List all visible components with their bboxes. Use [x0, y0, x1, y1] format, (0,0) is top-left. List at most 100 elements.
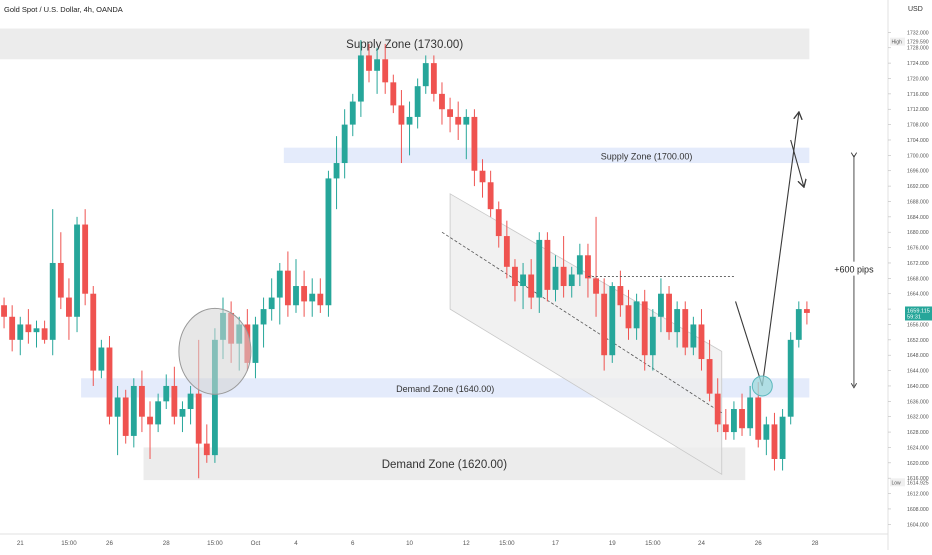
price-tick-label: 1728.000	[907, 46, 929, 52]
last-price: 1659.115	[907, 308, 930, 314]
candle-body	[479, 170, 486, 183]
candle-body	[74, 224, 80, 317]
candle-body	[576, 255, 583, 275]
time-tick-label: 15:00	[645, 540, 661, 547]
candle-body	[357, 55, 364, 102]
candle-body	[374, 59, 381, 71]
candle-body	[674, 309, 681, 333]
candle-body	[439, 93, 445, 110]
low-label: Low	[892, 480, 902, 486]
candle-body	[593, 278, 599, 294]
currency-label: USD	[908, 6, 923, 13]
countdown: 59:31	[907, 314, 921, 320]
candle-body	[41, 328, 48, 340]
channel-midline	[441, 231, 722, 414]
candle-body	[147, 416, 153, 425]
time-tick-label: 15:00	[499, 540, 515, 547]
candle-body	[25, 324, 32, 333]
zone-band	[143, 447, 746, 481]
candle-body	[658, 293, 664, 317]
candle-body	[187, 393, 194, 410]
candle-body	[203, 443, 210, 456]
candle-body	[349, 101, 356, 125]
candle-body	[114, 397, 121, 417]
price-tick-label: 1608.000	[907, 507, 929, 513]
candle-body	[520, 274, 526, 287]
candle-body	[471, 116, 478, 171]
candle-body	[333, 163, 340, 179]
candle-body	[268, 297, 275, 310]
low-value: 1614.925	[907, 480, 929, 486]
candle-body	[779, 416, 786, 459]
price-tick-label: 1708.000	[907, 123, 929, 129]
price-tick-label: 1632.000	[907, 415, 929, 421]
candle-body	[666, 293, 672, 333]
zone-label: Demand Zone (1640.00)	[396, 384, 494, 394]
overlays-layer: +600 pips	[178, 113, 876, 397]
candle-body	[106, 347, 113, 417]
price-tick-label: 1712.000	[907, 107, 929, 113]
candle-body	[447, 109, 454, 117]
candle-body	[512, 266, 518, 287]
candle-body	[739, 409, 745, 429]
price-tick-label: 1700.000	[907, 153, 929, 159]
time-tick-label: 15:00	[207, 540, 223, 547]
time-tick-label: 26	[106, 540, 113, 547]
zone-label: Supply Zone (1730.00)	[346, 39, 463, 51]
candle-body	[325, 178, 332, 306]
candle-body	[544, 239, 551, 290]
price-tick-label: 1620.000	[907, 461, 929, 467]
candle-body	[276, 270, 283, 298]
high-value: 1729.590	[907, 40, 929, 46]
candle-body	[682, 309, 689, 348]
candle-body	[706, 359, 713, 394]
time-axis[interactable]: 21 15:00 26 28 15:00 Oct 4 6 10 12 15:00 17 19 15:00 2…	[0, 533, 888, 547]
zone-label: Demand Zone (1620.00)	[382, 459, 507, 471]
price-tick-label: 1652.000	[907, 338, 929, 344]
candle-body	[82, 224, 89, 294]
candle-body	[293, 286, 299, 306]
candle-body	[171, 385, 178, 417]
time-tick-label: 6	[351, 540, 355, 547]
candle-body	[536, 239, 543, 298]
time-tick-label: 28	[812, 540, 819, 547]
candle-body	[179, 409, 186, 417]
candle-body	[317, 293, 324, 306]
price-tick-label: 1704.000	[907, 138, 929, 144]
candle-body	[260, 309, 267, 325]
high-label: High	[892, 40, 903, 46]
time-tick-label: 12	[463, 540, 470, 547]
price-tick-label: 1604.000	[907, 522, 929, 528]
candle-body	[1, 305, 7, 317]
candle-body	[57, 262, 64, 298]
candle-body	[463, 116, 470, 125]
candle-body	[309, 293, 316, 302]
candle-body	[528, 274, 535, 298]
candle-body	[763, 424, 770, 440]
price-tick-label: 1716.000	[907, 92, 929, 98]
candle-body	[155, 401, 162, 425]
price-tick-label: 1672.000	[907, 261, 929, 267]
time-tick-label: 15:00	[61, 540, 77, 547]
time-tick-label: 17	[552, 540, 559, 547]
candle-body	[560, 266, 567, 287]
candle-body	[422, 63, 429, 87]
price-tick-label: 1640.000	[907, 384, 929, 390]
candle-body	[633, 301, 640, 329]
candle-body	[17, 324, 24, 340]
candle-body	[341, 124, 348, 164]
price-tick-label: 1648.000	[907, 353, 929, 359]
candle-body	[771, 424, 778, 459]
candle-body	[138, 385, 145, 417]
price-axis[interactable]: 1732.000 1728.000 1724.000 1720.000 1716.000…	[887, 0, 932, 550]
price-tick-label: 1624.000	[907, 445, 929, 451]
price-tick-label: 1676.000	[907, 246, 929, 252]
candle-body	[98, 347, 105, 371]
candle-body	[641, 301, 648, 356]
candle-body	[755, 397, 762, 440]
candle-body	[649, 316, 656, 356]
candle-body	[406, 116, 413, 125]
price-tick-label: 1664.000	[907, 292, 929, 298]
